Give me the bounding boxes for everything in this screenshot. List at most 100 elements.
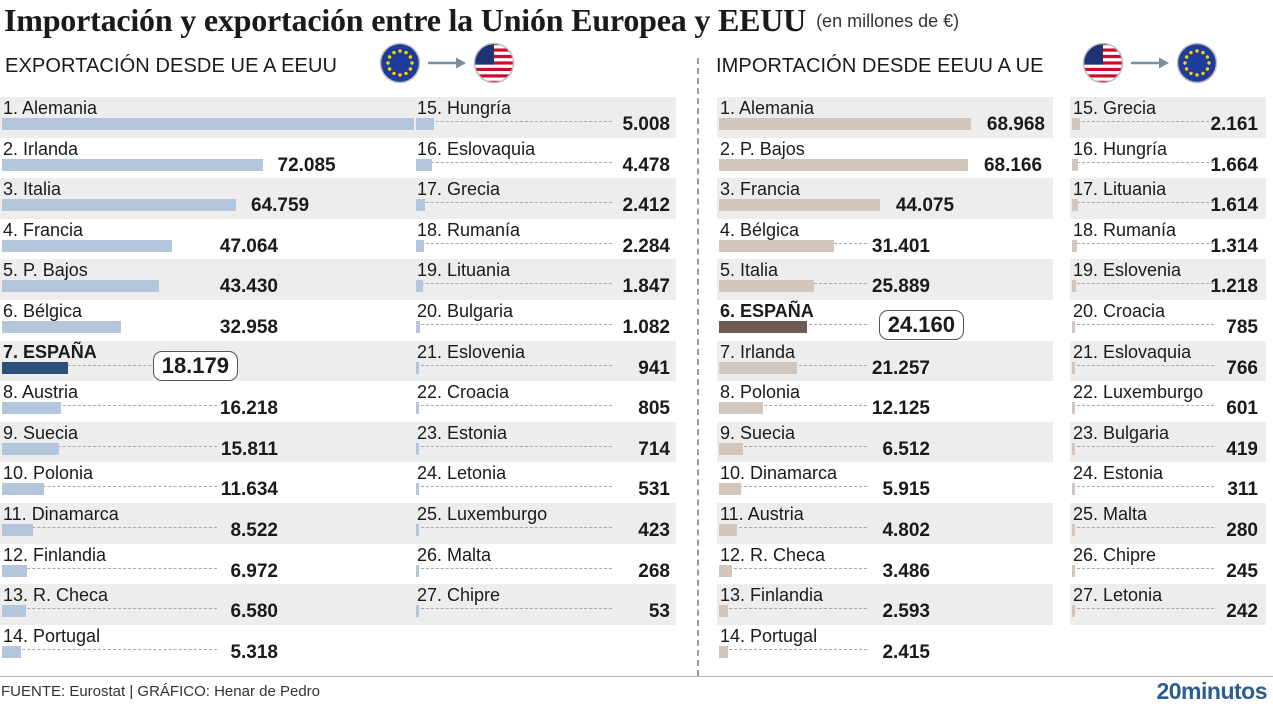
- value-label: 531: [638, 479, 670, 501]
- category-label: 19. Eslovenia: [1073, 260, 1182, 281]
- chart-row: 8. Austria 16.218: [0, 381, 676, 422]
- category-label: 6. ESPAÑA: [720, 301, 814, 321]
- bar: [2, 645, 22, 658]
- bar: [719, 524, 737, 536]
- eu-flag-icon: [1176, 42, 1218, 84]
- category-label: 17. Grecia: [417, 179, 501, 200]
- import-section-title: IMPORTACIÓN DESDE EEUU A UE: [716, 55, 1044, 77]
- chart-row: 24. Letonia 531: [414, 462, 676, 503]
- category-label: 21. Eslovaquia: [1073, 341, 1192, 362]
- value-label: 245: [1226, 560, 1258, 582]
- leader-line: [719, 567, 867, 569]
- bar: [719, 158, 969, 171]
- chart-row: 2. Irlanda 72.085: [0, 138, 676, 179]
- leader-line: [1072, 527, 1214, 528]
- category-label: 20. Bulgaria: [417, 301, 514, 321]
- bar: [416, 118, 435, 130]
- value-label: 6.972: [230, 560, 278, 582]
- bar: [2, 239, 173, 252]
- leader-line: [719, 445, 867, 447]
- export-section-title: EXPORTACIÓN DESDE UE A EEUU: [5, 55, 338, 77]
- chart-row: 9. Suecia 6.512: [717, 421, 1053, 463]
- value-label: 32.958: [219, 317, 278, 338]
- category-label: 13. Finlandia: [720, 585, 824, 606]
- bar: [719, 239, 834, 252]
- category-label: 12. R. Checa: [720, 544, 826, 565]
- category-label: 10. Polonia: [3, 463, 94, 484]
- bar: [2, 483, 45, 496]
- value-label: 1.218: [1210, 276, 1258, 298]
- bar: [2, 564, 28, 577]
- value-label: 419: [1226, 438, 1258, 460]
- value-label: 44.075: [895, 195, 955, 217]
- chart-row: 21. Eslovenia 941: [414, 340, 676, 382]
- value-label: 16.218: [219, 398, 278, 420]
- arrow-right-icon: [1131, 57, 1169, 69]
- bar: [719, 645, 728, 658]
- category-label: 5. Italia: [720, 260, 779, 281]
- leader-line: [2, 567, 217, 569]
- category-label: 4. Bélgica: [720, 219, 800, 240]
- category-label: 6. Bélgica: [3, 301, 83, 321]
- value-label: 805: [638, 398, 670, 420]
- leader-line: [416, 242, 612, 244]
- bar: [719, 199, 881, 212]
- bar: [719, 118, 971, 130]
- brand-logo: 20minutos: [1156, 678, 1267, 704]
- chart-row: 11. Austria 4.802: [717, 503, 1053, 544]
- leader-line: [2, 527, 217, 528]
- bar: [1072, 605, 1075, 618]
- value-label: 1.847: [622, 276, 670, 298]
- category-label: 4. Francia: [3, 219, 84, 240]
- value-label: 268: [638, 560, 670, 582]
- category-label: 3. Francia: [720, 179, 801, 200]
- leader-line: [719, 648, 867, 650]
- value-label: 766: [1226, 357, 1258, 379]
- value-label: 5.008: [622, 114, 670, 135]
- us-flag-icon: [473, 42, 515, 84]
- value-label: 5.915: [882, 479, 930, 501]
- chart-row: 20. Bulgaria 1.082: [414, 300, 676, 341]
- chart-row: 2. P. Bajos 68.166: [717, 138, 1053, 179]
- value-label: 423: [638, 520, 670, 541]
- category-label: 9. Suecia: [3, 422, 79, 443]
- chart-row: 18. Rumanía 1.314: [1070, 219, 1266, 260]
- bar: [416, 524, 419, 536]
- chart-row: 14. Portugal 2.415: [717, 625, 1053, 666]
- bar: [1072, 564, 1075, 577]
- chart-row: 12. Finlandia 6.972: [0, 544, 676, 585]
- category-label: 16. Eslovaquia: [417, 138, 536, 159]
- chart-row: 19. Lituania 1.847: [414, 259, 676, 300]
- category-label: 24. Letonia: [417, 463, 507, 484]
- bar: [416, 483, 419, 496]
- category-label: 25. Luxemburgo: [417, 504, 548, 524]
- bar: [719, 402, 764, 415]
- bar: [1072, 524, 1075, 536]
- bar: [416, 239, 425, 252]
- category-label: 27. Letonia: [1073, 585, 1163, 606]
- category-label: 18. Rumanía: [417, 219, 521, 240]
- bar: [1072, 118, 1080, 130]
- leader-line: [719, 527, 867, 528]
- leader-line: [2, 405, 217, 407]
- highlight-value-label: 18.179: [152, 350, 238, 381]
- category-label: 12. Finlandia: [3, 544, 107, 565]
- leader-line: [416, 608, 612, 610]
- value-label: 1.082: [622, 317, 670, 338]
- value-label: 47.064: [219, 235, 278, 257]
- leader-line: [2, 445, 217, 447]
- chart-row: 5. Italia 25.889: [717, 259, 1053, 300]
- chart-row: 15. Hungría 5.008: [414, 97, 676, 138]
- footer-source: FUENTE: Eurostat | GRÁFICO: Henar de Ped…: [1, 683, 320, 700]
- value-label: 12.125: [871, 398, 930, 420]
- category-label: 1. Alemania: [3, 98, 98, 118]
- value-label: 2.284: [622, 235, 670, 257]
- chart-row: 22. Croacia 805: [414, 381, 676, 422]
- value-label: 714: [638, 438, 670, 460]
- chart-row: 15. Grecia 2.161: [1070, 97, 1266, 138]
- category-label: 11. Dinamarca: [3, 504, 119, 524]
- bar: [2, 199, 237, 212]
- leader-line: [1072, 405, 1214, 407]
- leader-line: [416, 202, 612, 204]
- bar: [1072, 239, 1077, 252]
